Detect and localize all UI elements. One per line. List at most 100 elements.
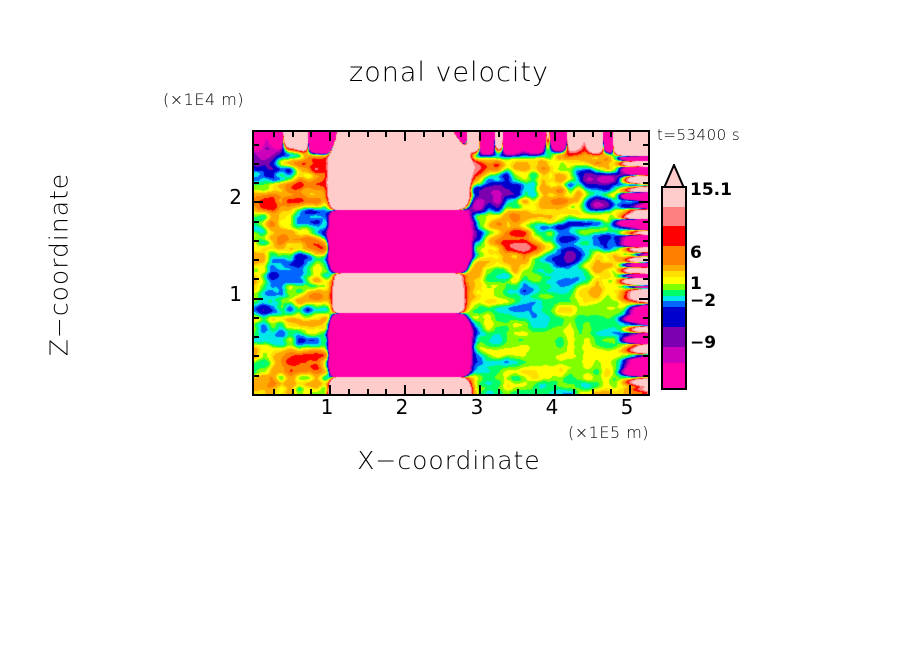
- x-tick-top: [460, 132, 462, 137]
- y-tick-left: [254, 375, 259, 377]
- velocity-field-canvas: [254, 132, 648, 394]
- y-tick-right: [643, 163, 648, 165]
- y-tick-right: [643, 221, 648, 223]
- x-tick-label: 1: [320, 395, 334, 419]
- x-tick-bottom: [479, 385, 481, 394]
- y-tick-left: [254, 144, 259, 146]
- colorbar-segment: [663, 289, 685, 296]
- x-tick-top: [385, 132, 387, 137]
- x-tick-bottom: [442, 389, 444, 394]
- x-tick-bottom: [554, 385, 556, 394]
- y-tick-left: [254, 336, 259, 338]
- colorbar-segment: [663, 284, 685, 290]
- y-tick-left: [254, 278, 259, 280]
- x-tick-bottom: [385, 389, 387, 394]
- y-axis-title: Z−coordinate: [44, 172, 74, 357]
- colorbar-label: −2: [690, 291, 717, 311]
- colorbar-segment: [663, 207, 685, 227]
- y-tick-right: [643, 240, 648, 242]
- x-tick-bottom: [348, 389, 350, 394]
- x-tick-top: [592, 132, 594, 137]
- x-tick-top: [498, 132, 500, 137]
- colorbar-label: 6: [690, 243, 702, 263]
- x-tick-bottom: [517, 389, 519, 394]
- x-tick-top: [367, 132, 369, 137]
- colorbar-label: 1: [690, 274, 702, 294]
- x-tick-label: 3: [470, 395, 484, 419]
- x-tick-top: [610, 132, 612, 137]
- x-tick-top: [292, 132, 294, 137]
- y-tick-left: [254, 201, 263, 203]
- y-axis-unit-label: (×1E4 m): [163, 90, 245, 109]
- y-tick-left: [254, 240, 259, 242]
- x-tick-top: [573, 132, 575, 137]
- y-tick-right: [643, 375, 648, 377]
- y-tick-right: [643, 259, 648, 261]
- x-tick-bottom: [423, 389, 425, 394]
- page-title: zonal velocity: [349, 57, 549, 88]
- y-tick-right: [643, 278, 648, 280]
- x-tick-top: [629, 132, 631, 141]
- y-tick-label: 1: [229, 282, 242, 306]
- colorbar-segment: [663, 295, 685, 302]
- x-tick-bottom: [367, 389, 369, 394]
- y-tick-left: [254, 259, 259, 261]
- x-tick-bottom: [592, 389, 594, 394]
- x-tick-top: [329, 132, 331, 141]
- x-tick-label: 4: [545, 395, 559, 419]
- x-tick-bottom: [292, 389, 294, 394]
- y-tick-left: [254, 163, 259, 165]
- timestamp-label: t=53400 s: [657, 126, 741, 144]
- x-tick-bottom: [498, 389, 500, 394]
- colorbar-segment: [663, 270, 685, 278]
- y-tick-left: [254, 355, 259, 357]
- y-tick-right: [643, 355, 648, 357]
- y-tick-right: [639, 298, 648, 300]
- colorbar-segment: [663, 226, 685, 246]
- colorbar-segment: [663, 327, 685, 347]
- y-tick-label: 2: [229, 185, 242, 209]
- colorbar-segment: [663, 277, 685, 285]
- x-tick-label: 5: [620, 395, 634, 419]
- colorbar-segment: [663, 188, 685, 208]
- x-tick-bottom: [629, 385, 631, 394]
- x-axis-title: X−coordinate: [357, 446, 541, 475]
- x-tick-top: [554, 132, 556, 141]
- colorbar-segment: [663, 362, 685, 388]
- y-tick-right: [643, 144, 648, 146]
- y-tick-right: [643, 182, 648, 184]
- y-tick-right: [639, 201, 648, 203]
- y-tick-right: [643, 336, 648, 338]
- y-tick-right: [643, 317, 648, 319]
- x-tick-bottom: [535, 389, 537, 394]
- x-tick-bottom: [310, 389, 312, 394]
- colorbar-arrow-icon: [662, 164, 686, 188]
- x-tick-top: [348, 132, 350, 137]
- colorbar-segment: [663, 346, 685, 363]
- colorbar-segment: [663, 301, 685, 308]
- x-tick-top: [273, 132, 275, 137]
- x-tick-top: [404, 132, 406, 141]
- x-tick-top: [517, 132, 519, 137]
- x-tick-bottom: [610, 389, 612, 394]
- y-tick-left: [254, 317, 259, 319]
- x-tick-bottom: [329, 385, 331, 394]
- colorbar-label: 15.1: [690, 180, 732, 200]
- x-tick-top: [479, 132, 481, 141]
- x-tick-bottom: [460, 389, 462, 394]
- x-tick-top: [535, 132, 537, 137]
- x-tick-top: [442, 132, 444, 137]
- colorbar-segment: [663, 245, 685, 265]
- x-tick-label: 2: [395, 395, 409, 419]
- colorbar-segment: [663, 264, 685, 271]
- colorbar-segment: [663, 307, 685, 328]
- x-tick-bottom: [573, 389, 575, 394]
- x-tick-top: [310, 132, 312, 137]
- y-tick-left: [254, 221, 259, 223]
- y-tick-left: [254, 182, 259, 184]
- x-axis-unit-label: (×1E5 m): [568, 423, 650, 442]
- y-tick-left: [254, 298, 263, 300]
- x-tick-bottom: [404, 385, 406, 394]
- x-tick-top: [423, 132, 425, 137]
